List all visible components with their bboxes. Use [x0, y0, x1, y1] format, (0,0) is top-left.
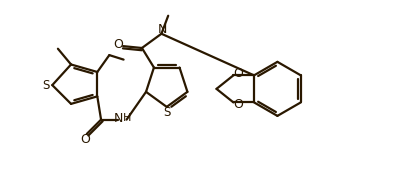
Text: N: N	[158, 23, 167, 36]
Text: N: N	[114, 112, 123, 125]
Text: S: S	[163, 106, 171, 119]
Text: O: O	[233, 98, 243, 111]
Text: O: O	[233, 67, 243, 80]
Text: O: O	[80, 133, 90, 146]
Text: S: S	[42, 79, 50, 92]
Text: H: H	[123, 113, 131, 123]
Text: O: O	[113, 38, 123, 51]
